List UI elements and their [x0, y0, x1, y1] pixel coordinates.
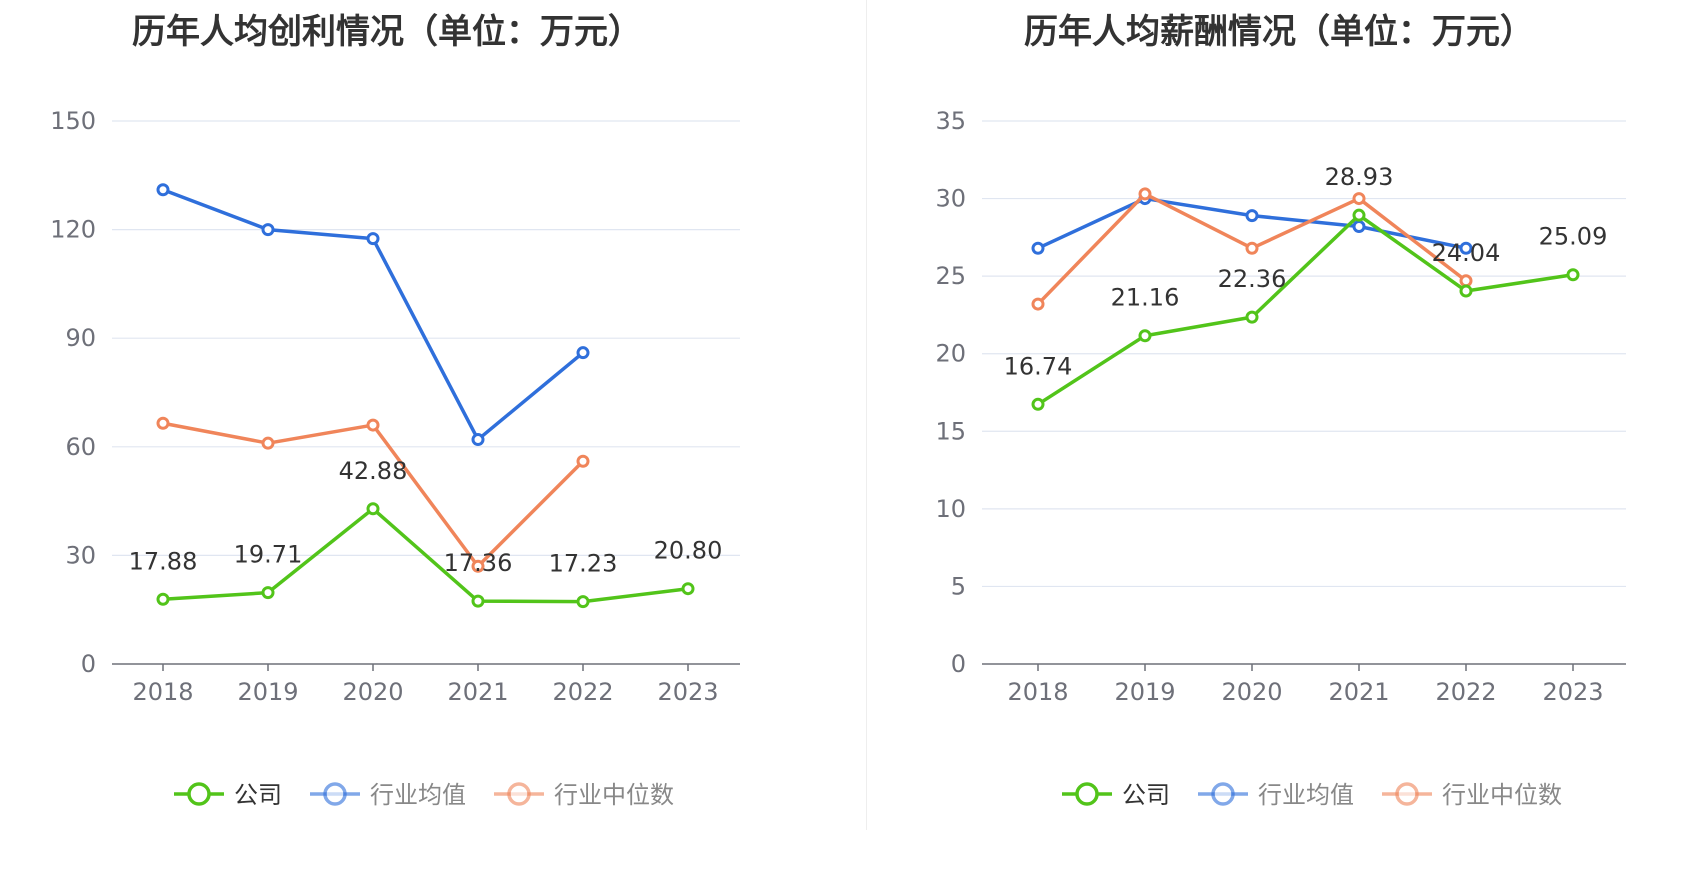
series-line: [1037, 213, 1574, 406]
y-tick-label: 30: [935, 185, 966, 213]
x-tick-label: 2020: [1221, 678, 1282, 706]
y-tick-label: 150: [50, 107, 96, 135]
data-label: 22.36: [1218, 265, 1287, 293]
chart-canvas-salary: 0 5 10 15 20 25 30 35 2018 2019 2020 2021 2022 2023 16…: [935, 107, 1626, 809]
series-line: [1037, 196, 1467, 250]
data-point: [471, 559, 485, 573]
data-label: 16.74: [1004, 352, 1073, 380]
data-point: [1031, 397, 1045, 411]
chart-title: 历年人均创利情况（单位：万元）: [132, 12, 642, 52]
data-label: 28.93: [1325, 163, 1394, 191]
y-tick-label: 60: [65, 433, 96, 461]
data-point: [576, 346, 590, 360]
data-point: [156, 416, 170, 430]
x-tick-label: 2020: [342, 678, 403, 706]
data-point: [366, 418, 380, 432]
data-point: [261, 223, 275, 237]
data-point: [1138, 329, 1152, 343]
data-point: [1245, 209, 1259, 223]
x-tick-label: 2018: [1007, 678, 1068, 706]
y-tick-label: 10: [935, 495, 966, 523]
data-point: [1352, 219, 1366, 233]
y-tick-label: 0: [951, 650, 966, 678]
chart-title: 历年人均薪酬情况（单位：万元）: [1024, 12, 1534, 52]
series-line: [162, 188, 585, 442]
y-tick-label: 15: [935, 417, 966, 445]
data-point: [1352, 208, 1366, 222]
data-label: 25.09: [1539, 223, 1608, 251]
y-tick-label: 90: [65, 324, 96, 352]
x-tick-label: 2021: [1328, 678, 1389, 706]
data-label: 21.16: [1111, 284, 1180, 312]
data-point: [261, 586, 275, 600]
data-point: [156, 183, 170, 197]
x-tick-label: 2019: [237, 678, 298, 706]
legend-label: 行业均值: [1258, 781, 1354, 809]
legend-marker: [1211, 782, 1235, 806]
legend-marker: [323, 782, 347, 806]
panel-divider: [866, 0, 867, 830]
data-point: [366, 502, 380, 516]
data-label: 24.04: [1432, 239, 1501, 267]
legend-label: 行业中位数: [554, 781, 674, 809]
chart-panel-salary: 历年人均薪酬情况（单位：万元） 0 5 10 15 20 25 30 35 2018 2019 20…: [866, 0, 1700, 874]
data-label: 42.88: [339, 457, 408, 485]
data-point: [1245, 241, 1259, 255]
data-label: 19.71: [234, 541, 303, 569]
data-label: 17.23: [549, 550, 618, 578]
x-tick-label: 2018: [132, 678, 193, 706]
data-point: [471, 433, 485, 447]
x-tick-label: 2023: [657, 678, 718, 706]
y-tick-label: 0: [81, 650, 96, 678]
x-tick-label: 2021: [447, 678, 508, 706]
y-tick-label: 30: [65, 541, 96, 569]
data-point: [1245, 310, 1259, 324]
data-point: [1031, 241, 1045, 255]
chart-canvas-profit: 0 30 60 90 120 150 2018 2019 2020 2021 2022 2023 17.…: [50, 107, 740, 809]
data-point: [1459, 241, 1473, 255]
legend-marker: [187, 782, 211, 806]
data-point: [156, 592, 170, 606]
legend-marker: [507, 782, 531, 806]
data-point: [1352, 192, 1366, 206]
x-tick-label: 2023: [1542, 678, 1603, 706]
data-point: [261, 436, 275, 450]
y-tick-label: 5: [951, 572, 966, 600]
legend-label: 公司: [1122, 781, 1170, 809]
legend-label: 行业中位数: [1442, 781, 1562, 809]
legend-marker: [1075, 782, 1099, 806]
legend-marker: [1395, 782, 1419, 806]
x-tick-label: 2022: [552, 678, 613, 706]
data-label: 17.88: [129, 547, 198, 575]
series-line: [162, 507, 689, 604]
data-point: [1031, 297, 1045, 311]
x-tick-label: 2022: [1435, 678, 1496, 706]
data-point: [1459, 274, 1473, 288]
x-tick-label: 2019: [1114, 678, 1175, 706]
y-tick-label: 20: [935, 340, 966, 368]
data-label: 17.36: [444, 549, 513, 577]
series-line: [162, 421, 585, 569]
y-tick-label: 120: [50, 216, 96, 244]
data-point: [366, 232, 380, 246]
data-point: [1138, 187, 1152, 201]
y-tick-label: 35: [935, 107, 966, 135]
data-point: [576, 595, 590, 609]
data-point: [471, 594, 485, 608]
data-label: 20.80: [654, 537, 723, 565]
data-point: [1459, 284, 1473, 298]
y-tick-label: 25: [935, 262, 966, 290]
data-point: [681, 582, 695, 596]
legend-label: 公司: [234, 781, 282, 809]
chart-panel-profit: 历年人均创利情况（单位：万元） 0 30 60 90 120 150 2018 2019 202…: [50, 12, 740, 809]
data-point: [1566, 268, 1580, 282]
legend-label: 行业均值: [370, 781, 466, 809]
data-point: [576, 454, 590, 468]
